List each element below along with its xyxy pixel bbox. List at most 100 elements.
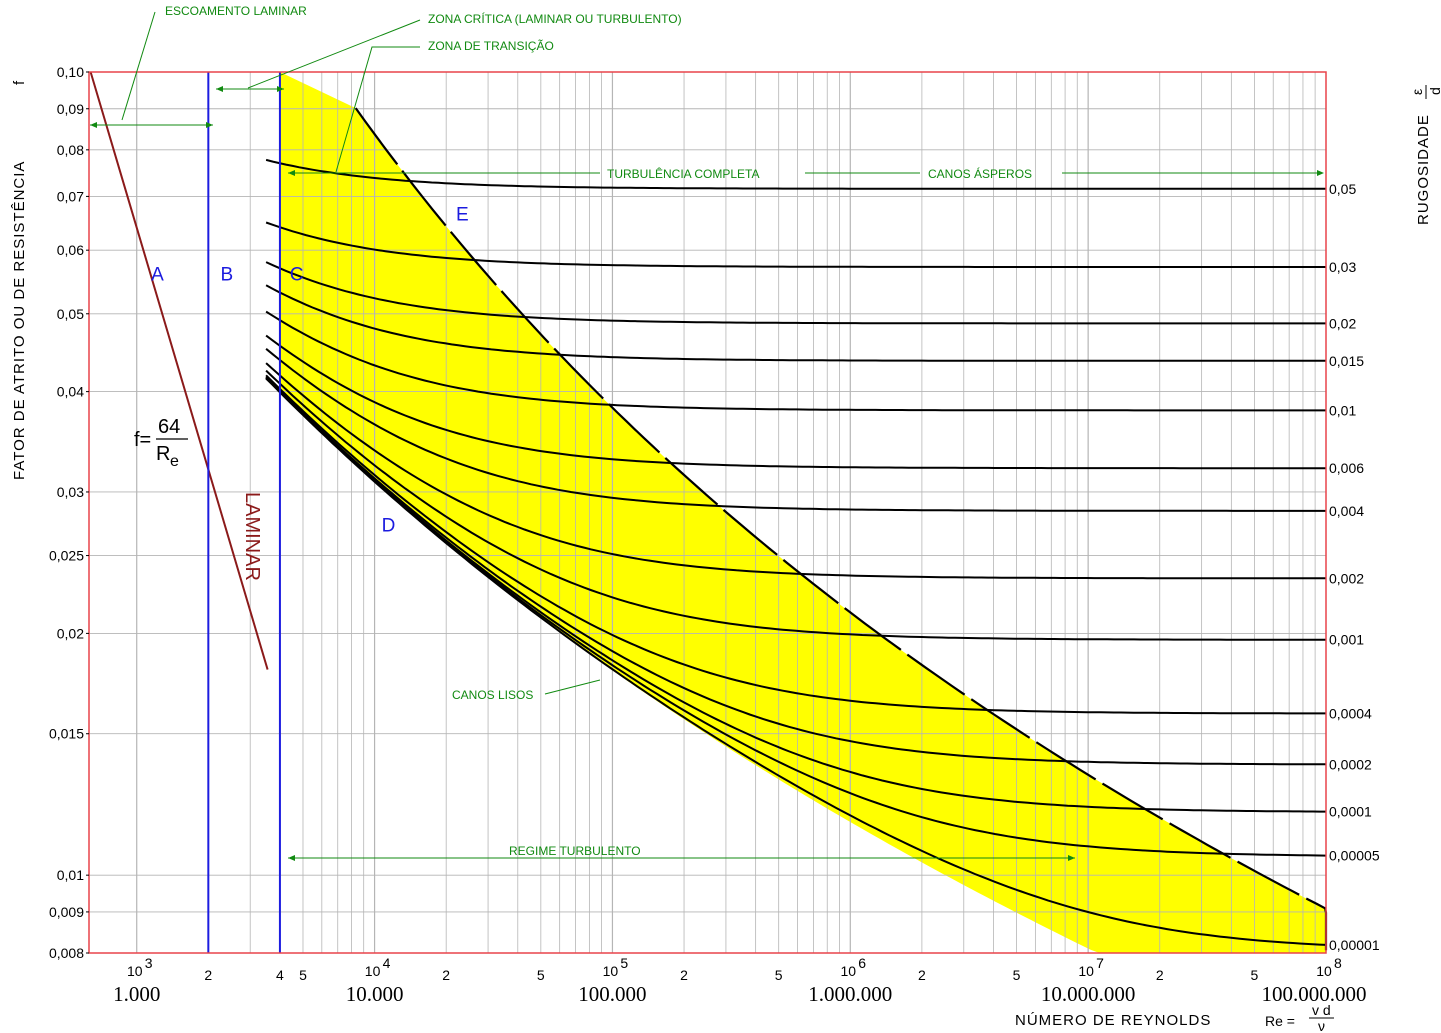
- x-axis-formula-num: v d: [1312, 1002, 1331, 1018]
- roughness-label: 0,0001: [1329, 804, 1372, 820]
- roughness-labels: 0,05 0,03 0,02 0,015 0,01 0,006 0,004 0,002 0,00…: [1329, 181, 1380, 953]
- y-axis-title: FATOR DE ATRITO OU DE RESISTÊNCIA f: [11, 80, 28, 480]
- laminar-formula-num: 64: [158, 416, 180, 438]
- y-axis-symbol: f: [11, 80, 28, 85]
- complete-turbulence-head: [288, 170, 295, 176]
- zone-letter-C: C: [290, 265, 304, 286]
- x-minor-label: 5: [537, 967, 545, 983]
- x-power-exp: 6: [858, 955, 866, 971]
- zone-letter-E: E: [456, 205, 469, 226]
- turbulent-span-arrow-head-right: [1068, 855, 1075, 861]
- boundary-e-line: [354, 107, 1328, 951]
- zone-letters: A B C D E: [151, 205, 469, 537]
- y-tick-label: 0,025: [49, 548, 84, 564]
- annotation-leader: [335, 46, 420, 173]
- zone-letter-A: A: [151, 265, 164, 286]
- annotation-text: TURBULÊNCIA COMPLETA: [607, 166, 759, 181]
- curve-0,00001: [265, 377, 1327, 946]
- x-power-exp: 5: [620, 955, 628, 971]
- y-axis-label: FATOR DE ATRITO OU DE RESISTÊNCIA: [11, 161, 28, 480]
- curve-0,0004: [265, 374, 1326, 715]
- x-power-label: 10: [127, 963, 143, 979]
- annotation-text: CANOS LISOS: [452, 688, 533, 702]
- roughness-curves: [265, 107, 1328, 951]
- y-tick-label: 0,008: [49, 945, 84, 961]
- curve-0,002: [265, 362, 1326, 580]
- laminar-formula-lhs: f=: [134, 429, 151, 451]
- right-axis-d: d: [1427, 87, 1441, 95]
- transition-zone-fill: [279, 72, 1326, 953]
- roughness-label: 0,01: [1329, 402, 1356, 418]
- x-power-label: 10: [1078, 963, 1094, 979]
- x-major-label: 100.000: [578, 982, 646, 1006]
- laminar-span-arrow-head-right: [206, 122, 213, 128]
- y-tick-label: 0,015: [49, 726, 84, 742]
- x-major-label: 10.000: [346, 982, 404, 1006]
- rough-pipes-head: [1317, 170, 1324, 176]
- curve-0,03: [265, 221, 1326, 268]
- curve-0,0001: [265, 376, 1326, 813]
- y-tick-label: 0,05: [57, 306, 84, 322]
- x-major-label: 1.000.000: [808, 982, 892, 1006]
- x-power-exp: 8: [1334, 955, 1342, 971]
- y-tick-labels: 0,10 0,09 0,08 0,07 0,06 0,05 0,04 0,03 0,025 0,0…: [49, 64, 89, 961]
- roughness-label: 0,00001: [1329, 937, 1380, 953]
- roughness-label: 0,002: [1329, 570, 1364, 586]
- right-axis-title: RUGOSIDADE ε d: [1409, 85, 1441, 225]
- x-minor-label: 5: [1013, 967, 1021, 983]
- x-minor-label: 2: [204, 967, 212, 983]
- critical-span-arrow-head-right: [277, 86, 284, 92]
- x-major-label: 1.000: [113, 982, 160, 1006]
- x-minor-label: 2: [918, 967, 926, 983]
- annotation-text: ESCOAMENTO LAMINAR: [165, 4, 307, 18]
- roughness-label: 0,02: [1329, 315, 1356, 331]
- x-power-exp: 3: [145, 955, 153, 971]
- transition-zone: [279, 72, 1326, 953]
- annotation-leader: [544, 679, 601, 695]
- x-power-exp: 7: [1096, 955, 1104, 971]
- x-axis-formula: Re =: [1265, 1013, 1295, 1029]
- x-power-label: 10: [1316, 963, 1332, 979]
- annotation-text: CANOS ÁSPEROS: [928, 166, 1032, 181]
- x-major-label: 100.000.000: [1262, 982, 1367, 1006]
- roughness-label: 0,05: [1329, 181, 1356, 197]
- x-minor-label: 4: [276, 967, 284, 983]
- x-power-label: 10: [841, 963, 857, 979]
- y-tick-label: 0,10: [57, 64, 84, 80]
- zone-lines: [89, 71, 281, 953]
- laminar-line: [89, 71, 269, 670]
- laminar-label: LAMINAR: [241, 492, 263, 581]
- x-power-label: 10: [365, 963, 381, 979]
- curve-0,02: [265, 261, 1326, 325]
- roughness-label: 0,0004: [1329, 705, 1372, 721]
- grid-lines: [89, 71, 1326, 954]
- roughness-label: 0,001: [1329, 632, 1364, 648]
- turbulent-span-arrow-head-left: [288, 855, 295, 861]
- x-minor-label: 5: [299, 967, 307, 983]
- laminar-formula: f= 64 R e: [134, 416, 188, 470]
- y-tick-label: 0,07: [57, 188, 84, 204]
- curve-0,001: [265, 369, 1326, 641]
- roughness-label: 0,015: [1329, 353, 1364, 369]
- annotation-text: REGIME TURBULENTO: [509, 844, 641, 858]
- x-axis-formula-den: ν: [1318, 1018, 1325, 1033]
- annotation-text: ZONA DE TRANSIÇÃO: [428, 39, 554, 53]
- right-axis-label: RUGOSIDADE: [1415, 114, 1432, 225]
- curve-0,05: [265, 158, 1326, 190]
- y-tick-label: 0,08: [57, 142, 84, 158]
- annotation-leader: [121, 11, 156, 121]
- x-major-label: 10.000.000: [1041, 982, 1136, 1006]
- roughness-label: 0,03: [1329, 259, 1356, 275]
- roughness-label: 0,006: [1329, 460, 1364, 476]
- frame-rect: [88, 71, 1327, 954]
- x-axis-label: NÚMERO DE REYNOLDS: [1015, 1012, 1211, 1029]
- critical-span-arrow-head-left: [216, 86, 223, 92]
- y-tick-label: 0,02: [57, 625, 84, 641]
- x-minor-label: 2: [1156, 967, 1164, 983]
- laminar-span-arrow-head-left: [90, 122, 97, 128]
- x-power-exp: 4: [383, 955, 391, 971]
- x-minor-label: 5: [775, 967, 783, 983]
- plot-frame: [88, 71, 1327, 954]
